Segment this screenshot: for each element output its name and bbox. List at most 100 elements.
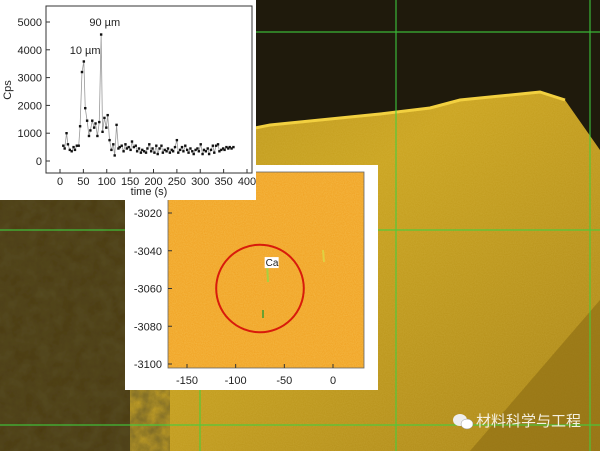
data-point bbox=[87, 134, 91, 138]
data-point bbox=[216, 143, 220, 146]
data-point bbox=[68, 148, 72, 152]
y-tick-label: 3000 bbox=[18, 73, 42, 85]
data-point bbox=[214, 144, 218, 147]
data-point bbox=[184, 144, 187, 147]
y-tick-label: -3080 bbox=[134, 321, 162, 333]
data-point bbox=[218, 150, 221, 153]
x-tick-label: -150 bbox=[176, 375, 198, 387]
data-point bbox=[103, 116, 106, 120]
y-tick-label: 4000 bbox=[18, 45, 42, 57]
data-point bbox=[98, 120, 101, 124]
data-point bbox=[124, 143, 127, 146]
data-point bbox=[161, 151, 165, 154]
data-point bbox=[173, 145, 177, 149]
watermark-text: 材料科学与工程 bbox=[476, 413, 582, 430]
x-tick-label: 200 bbox=[144, 176, 162, 188]
ca-label: Ca bbox=[266, 258, 279, 269]
data-point bbox=[178, 148, 182, 152]
ca-element-map: -150 -100 -50 0 -3020 -3040 -3060 -3080 -3100 Ca bbox=[125, 165, 378, 390]
data-point bbox=[115, 123, 118, 127]
data-point bbox=[228, 145, 231, 149]
data-point bbox=[158, 147, 161, 150]
oxide-layer bbox=[255, 0, 600, 150]
ca-signal-streak bbox=[322, 249, 325, 263]
data-point bbox=[220, 148, 223, 152]
data-point bbox=[89, 129, 92, 132]
data-point bbox=[155, 144, 158, 147]
y-axis-label: Cps bbox=[2, 80, 14, 100]
x-tick-label: 150 bbox=[121, 176, 139, 188]
data-point bbox=[146, 147, 149, 150]
data-point bbox=[156, 152, 159, 156]
data-point bbox=[106, 113, 109, 117]
data-point bbox=[125, 147, 129, 150]
y-tick-label: 5000 bbox=[18, 17, 42, 29]
data-point bbox=[213, 151, 216, 154]
data-point bbox=[191, 150, 194, 153]
y-tick-label: 1000 bbox=[18, 128, 42, 140]
watermark: 材料科学与工程 bbox=[452, 410, 581, 431]
data-point bbox=[199, 143, 202, 146]
data-point bbox=[117, 147, 120, 150]
data-point bbox=[62, 144, 65, 147]
data-point bbox=[149, 150, 153, 153]
data-point bbox=[110, 148, 113, 152]
data-point bbox=[70, 150, 73, 153]
data-point bbox=[168, 151, 172, 154]
data-point bbox=[192, 152, 195, 156]
data-point bbox=[130, 140, 134, 143]
data-point bbox=[209, 148, 213, 152]
data-point bbox=[84, 106, 87, 110]
layer-boundary bbox=[254, 90, 566, 130]
data-point bbox=[129, 148, 132, 152]
annotation-90um: 90 µm bbox=[89, 17, 120, 29]
data-point bbox=[197, 150, 201, 153]
data-point bbox=[201, 152, 204, 156]
highlight-circle bbox=[215, 243, 305, 334]
x-tick-label: 350 bbox=[214, 176, 232, 188]
data-point bbox=[112, 143, 115, 146]
data-point bbox=[206, 147, 209, 150]
wechat-icon bbox=[452, 413, 474, 429]
data-point bbox=[72, 145, 75, 149]
data-point bbox=[182, 150, 185, 153]
data-point bbox=[85, 119, 89, 122]
data-point bbox=[227, 147, 230, 150]
data-point bbox=[94, 122, 97, 125]
data-point bbox=[92, 126, 96, 129]
annotation-10um: 10 µm bbox=[70, 45, 101, 57]
data-point bbox=[211, 144, 215, 147]
y-tick-label: -3100 bbox=[134, 359, 162, 371]
data-point bbox=[135, 150, 139, 153]
data-point bbox=[223, 148, 226, 152]
data-point bbox=[148, 143, 151, 146]
data-point bbox=[142, 150, 146, 153]
data-point bbox=[78, 125, 82, 128]
data-point bbox=[144, 151, 148, 154]
data-point bbox=[91, 119, 94, 122]
data-point bbox=[137, 147, 141, 150]
y-tick-label: -3020 bbox=[134, 208, 162, 220]
data-point bbox=[66, 143, 70, 146]
data-point bbox=[127, 145, 130, 149]
cps-time-chart: 0 50 100 150 200 250 300 350 4000100020003000400… bbox=[0, 0, 256, 200]
data-point bbox=[171, 150, 175, 153]
data-point bbox=[225, 145, 228, 149]
data-point bbox=[194, 148, 197, 152]
y-tick-label: 0 bbox=[36, 156, 42, 168]
data-point bbox=[108, 138, 111, 142]
x-tick-label: -100 bbox=[225, 375, 247, 387]
x-tick-label: 300 bbox=[191, 176, 209, 188]
x-tick-label: 0 bbox=[330, 375, 336, 387]
data-point bbox=[132, 145, 136, 149]
y-tick-label: -3040 bbox=[134, 246, 162, 258]
data-point bbox=[134, 144, 137, 147]
data-point bbox=[165, 150, 168, 153]
x-axis-label: time (s) bbox=[131, 186, 168, 198]
data-point bbox=[139, 151, 143, 154]
x-tick-label: 0 bbox=[57, 176, 63, 188]
data-point bbox=[101, 130, 104, 134]
data-point bbox=[120, 144, 123, 147]
data-point bbox=[177, 151, 180, 154]
